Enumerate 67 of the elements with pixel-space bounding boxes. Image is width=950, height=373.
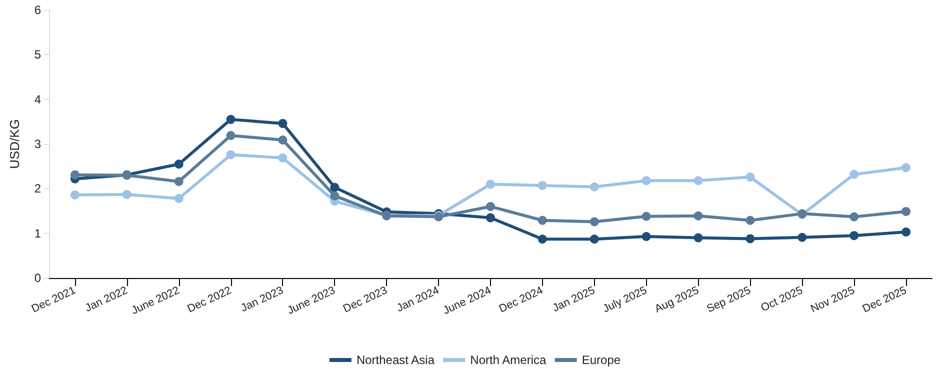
legend-label: Northeast Asia <box>356 353 435 367</box>
x-tick-label: Nov 2025 <box>808 284 857 316</box>
x-tick-label: Oct 2025 <box>759 284 805 314</box>
point <box>850 170 859 179</box>
y-tick-label: 4 <box>34 92 42 106</box>
y-tick-label: 2 <box>34 182 42 196</box>
point <box>174 160 184 169</box>
y-tick-label: 3 <box>34 137 42 151</box>
point <box>902 206 911 216</box>
legend-label: North America <box>470 353 547 367</box>
point <box>330 191 340 200</box>
y-tick-label: 1 <box>34 226 42 240</box>
point <box>850 212 859 222</box>
point <box>694 233 703 242</box>
point <box>902 227 911 236</box>
point <box>486 202 495 212</box>
point <box>278 153 288 162</box>
x-tick-label: Dec 2023 <box>341 284 390 316</box>
point <box>798 232 807 242</box>
point <box>70 170 80 180</box>
point <box>746 234 755 244</box>
y-tick-label: 6 <box>34 3 42 17</box>
point <box>538 216 547 225</box>
x-tick-label: Jan 2023 <box>239 284 286 315</box>
point <box>590 182 599 192</box>
point <box>174 194 184 203</box>
point <box>642 176 651 186</box>
x-tick-label: July 2025 <box>601 284 649 316</box>
point <box>590 234 599 244</box>
point <box>226 150 236 160</box>
x-tick-label: Dec 2022 <box>186 284 234 316</box>
x-tick-label: Dec 2024 <box>497 284 545 316</box>
point <box>486 213 495 222</box>
point <box>174 177 184 186</box>
y-tick-label: 5 <box>34 48 42 62</box>
x-tick-label: Dec 2021 <box>30 284 78 316</box>
legend-label: Europe <box>582 353 621 367</box>
point <box>70 190 80 200</box>
point <box>122 190 132 199</box>
point <box>226 131 236 140</box>
point <box>486 180 495 189</box>
x-tick-label: Jan 2024 <box>395 284 442 315</box>
y-tick-label: 0 <box>34 271 42 285</box>
point <box>226 114 236 124</box>
point <box>694 211 703 220</box>
point <box>642 212 651 221</box>
x-tick-label: Dec 2025 <box>860 284 909 316</box>
y-axis-title: USD/KG <box>7 119 22 169</box>
x-tick-label: Sep 2025 <box>705 284 753 316</box>
point <box>850 231 859 240</box>
point <box>278 135 288 144</box>
point <box>590 217 599 226</box>
point <box>746 216 755 225</box>
point <box>538 234 547 244</box>
point <box>330 182 340 192</box>
point <box>538 181 547 190</box>
point <box>902 163 911 172</box>
point <box>694 176 703 186</box>
x-tick-label: June 2024 <box>441 284 494 318</box>
x-tick-label: June 2022 <box>130 284 182 318</box>
x-tick-label: Aug 2025 <box>653 284 701 316</box>
point <box>278 118 288 128</box>
x-tick-label: Jan 2025 <box>550 284 597 315</box>
x-tick-label: June 2023 <box>286 284 338 318</box>
point <box>746 172 755 182</box>
point <box>642 232 651 241</box>
x-tick-label: Jan 2022 <box>83 284 130 315</box>
